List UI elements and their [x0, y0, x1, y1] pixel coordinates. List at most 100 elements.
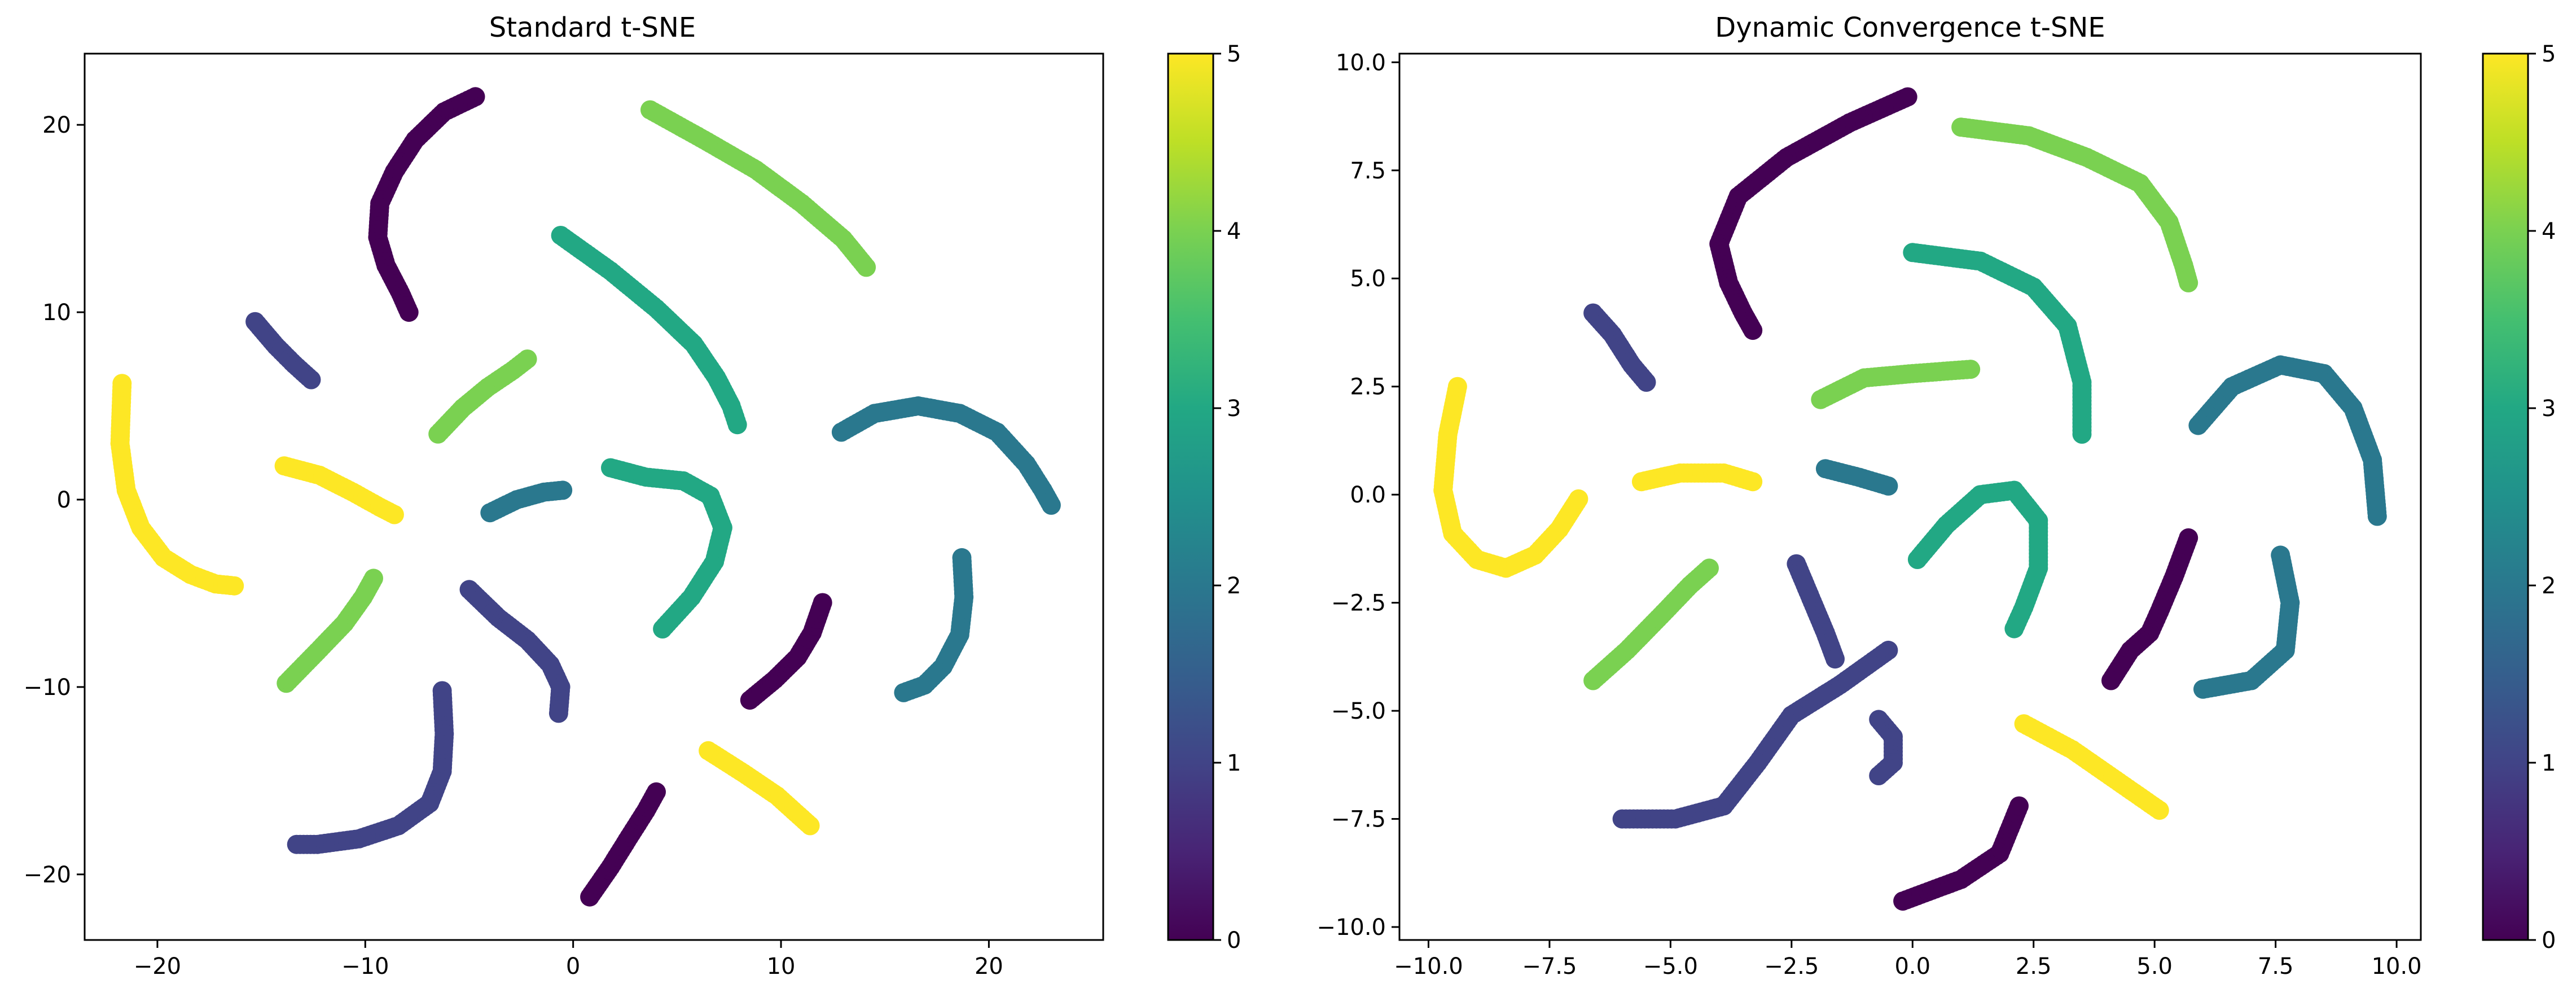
colorbar-tick-label: 0	[1227, 928, 1241, 954]
cluster-4	[428, 349, 537, 444]
cluster-15	[1869, 710, 1903, 785]
cluster-6	[831, 396, 1061, 515]
data-point	[2009, 796, 2029, 816]
data-point	[857, 257, 876, 277]
colorbar-tick-label: 1	[1227, 750, 1241, 776]
x-tick-label: 5.0	[2136, 954, 2173, 979]
colorbar-tick-label: 4	[1227, 218, 1241, 244]
data-point	[800, 816, 820, 836]
data-point	[384, 505, 404, 524]
data-point	[2193, 679, 2213, 699]
x-axis: −10.0 −7.5 −5.0 −2.5 0.0 2.5 5.0 7.5 10.0	[1394, 940, 2422, 979]
data-point	[553, 480, 573, 500]
cluster-2	[551, 226, 747, 435]
x-tick-label: 10	[767, 954, 796, 979]
y-axis: −20 −10 0 10 20	[24, 112, 85, 888]
x-tick-label: 10.0	[2372, 954, 2422, 979]
cluster-5	[110, 374, 244, 596]
y-axis: −10.0 −7.5 −5.0 −2.5 0.0 2.5 5.0 7.5 10.0	[1316, 50, 1399, 941]
x-tick-label: −10	[341, 954, 389, 979]
cluster-15	[699, 741, 820, 836]
scatter-points	[1433, 87, 2387, 911]
data-point	[1743, 472, 1763, 492]
cluster-12	[740, 593, 832, 710]
colorbar-ticks: 0 1 2 3 4 5	[1213, 41, 1241, 954]
colorbar-gradient	[1167, 53, 1214, 941]
cluster-9	[1907, 480, 2048, 639]
colorbar-tick-label: 3	[2542, 396, 2556, 422]
data-point	[2004, 619, 2024, 639]
x-tick-label: 2.5	[2016, 954, 2052, 979]
x-tick-label: −10.0	[1394, 954, 1463, 979]
cluster-11	[1583, 558, 1719, 690]
chart-dynamic-convergence-tsne: Dynamic Convergence t-SNE −10.0 −7.5 −5.0−…	[1316, 12, 2421, 979]
colorbar-right: 0 1 2 3 4 5	[2482, 41, 2556, 954]
data-point	[727, 415, 747, 435]
x-tick-label: 7.5	[2258, 954, 2294, 979]
data-point	[364, 569, 383, 588]
colorbar-gradient	[2482, 53, 2529, 941]
chart-title: Standard t-SNE	[489, 12, 696, 43]
colorbar-tick-label: 2	[1227, 573, 1241, 599]
data-point	[2101, 671, 2121, 690]
y-tick-label: −2.5	[1331, 591, 1386, 616]
data-point	[894, 683, 914, 702]
cluster-6	[2188, 355, 2387, 526]
x-tick-label: −7.5	[1522, 954, 1577, 979]
data-point	[647, 782, 666, 802]
data-point	[517, 349, 537, 369]
cluster-9	[601, 458, 732, 639]
data-point	[1612, 809, 1632, 829]
plot-frame	[84, 53, 1104, 941]
y-tick-label: −20	[24, 862, 71, 888]
x-tick-label: 0.0	[1894, 954, 1930, 979]
data-point	[1879, 476, 1898, 496]
x-tick-label: 20	[975, 954, 1003, 979]
colorbar-tick-label: 5	[1227, 41, 1241, 67]
y-tick-label: 10	[42, 300, 71, 326]
cluster-13	[894, 548, 974, 702]
colorbar-ticks: 0 1 2 3 4 5	[2528, 41, 2556, 954]
x-axis: −20 −10 0 10 20	[134, 940, 1003, 979]
y-tick-label: 0	[57, 487, 71, 513]
y-tick-label: −10	[24, 675, 71, 701]
data-point	[2149, 801, 2169, 820]
data-point	[1041, 495, 1061, 515]
y-tick-label: 20	[42, 112, 71, 138]
data-point	[1869, 766, 1889, 785]
cluster-10	[2101, 528, 2198, 690]
data-point	[399, 303, 419, 322]
cluster-13	[2193, 545, 2300, 699]
data-point	[2179, 273, 2198, 292]
cluster-11	[459, 580, 571, 723]
chart-title: Dynamic Convergence t-SNE	[1715, 12, 2105, 43]
data-point	[548, 703, 568, 723]
data-point	[813, 593, 832, 613]
chart-standard-tsne: Standard t-SNE −20 −10 0 10 20 −20 −10 0 10 20	[24, 12, 1104, 979]
x-tick-label: 0	[566, 954, 580, 979]
y-tick-label: −10.0	[1316, 915, 1386, 941]
scatter-points	[110, 87, 1061, 907]
cluster-7	[274, 456, 404, 524]
cluster-12	[1787, 554, 1845, 669]
cluster-14	[287, 681, 454, 854]
plot-frame	[1398, 53, 2422, 941]
colorbar-tick-label: 4	[2542, 218, 2556, 244]
cluster-0	[368, 87, 485, 322]
y-tick-label: −7.5	[1331, 807, 1386, 833]
y-tick-label: 2.5	[1350, 374, 1386, 400]
data-point	[1825, 649, 1845, 669]
x-tick-label: −5.0	[1643, 954, 1698, 979]
y-tick-label: 0.0	[1350, 482, 1386, 508]
data-point	[1700, 558, 1719, 578]
y-tick-label: −5.0	[1331, 698, 1386, 724]
cluster-10	[277, 569, 383, 693]
data-point	[1743, 321, 1763, 340]
cluster-1	[1951, 117, 2198, 292]
y-tick-label: 5.0	[1350, 266, 1386, 292]
cluster-1	[640, 100, 876, 277]
x-tick-label: −2.5	[1764, 954, 1819, 979]
x-tick-label: −20	[134, 954, 181, 979]
data-point	[653, 619, 673, 639]
